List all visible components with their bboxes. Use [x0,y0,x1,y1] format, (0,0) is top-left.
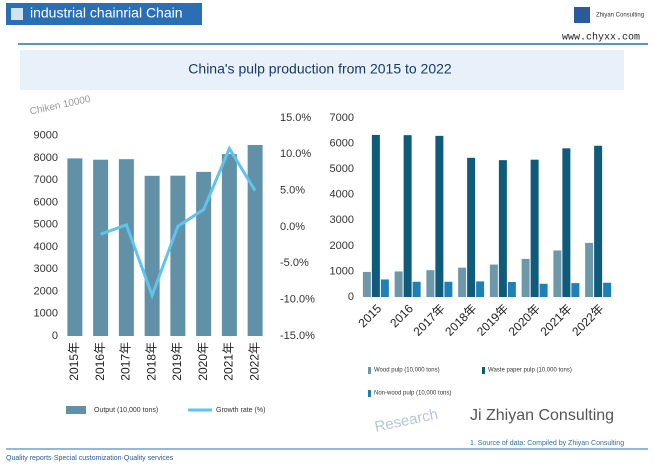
bar [403,135,412,297]
legend-label: Wood pulp (10,000 tons) [374,368,440,374]
header-title: industrial chainrial Chain [30,5,183,21]
bar [553,250,562,297]
y2-tick-label: 10.0% [280,148,311,160]
bar [585,242,594,297]
y-tick-label: 1000 [330,265,354,277]
y-tick-label: 0 [348,291,354,303]
y-tick-label: 0 [52,330,58,342]
bar [170,175,186,336]
brand: Zhiyan Consulting [596,13,644,19]
bar [458,267,467,297]
bar [444,281,453,297]
y-tick-label: 5000 [330,163,354,175]
bar [603,282,612,297]
bar [67,158,83,336]
y-tick-label: 3000 [34,263,58,275]
legend-label: Waste paper pulp (10,000 tons) [488,368,572,374]
y-tick-label: 7000 [330,112,354,124]
y-tick-label: 2000 [34,285,58,297]
header-icon [11,8,23,20]
bar [467,157,476,297]
y-tick-label: 4000 [330,189,354,201]
bar [380,279,389,297]
url: www.chyxx.com [562,32,640,44]
y2-tick-label: 5.0% [280,185,305,197]
bar [412,281,421,297]
bar [394,271,403,297]
y-tick-label: 9000 [34,130,58,142]
bar [498,160,507,297]
bar [118,159,134,336]
bar [144,175,160,336]
x-tick-label: 2020年 [196,342,210,381]
legend-swatch [66,406,86,414]
y-tick-label: 1000 [34,308,58,320]
bar [362,271,371,297]
y-tick-label: 5000 [34,219,58,231]
legend-label: Non-wood pulp (10,000 tons) [374,391,451,397]
logo [574,7,590,23]
bar [221,154,237,336]
y-tick-label: 6000 [34,196,58,208]
legend-swatch [368,367,371,374]
y-tick-label: 2000 [330,240,354,252]
bar [371,134,380,297]
title-band [20,50,624,90]
bar [507,281,516,297]
y-tick-label: 6000 [330,137,354,149]
bar [247,144,263,336]
source: 1. Source of data: Compiled by Zhiyan Co… [470,440,624,447]
bar [562,148,571,297]
legend-swatch [368,390,371,397]
y-tick-label: 4000 [34,241,58,253]
x-tick-label: 2018年 [144,342,158,381]
bar [476,281,485,297]
bar [594,145,603,297]
x-tick-label: 2017年 [119,342,133,381]
brand-large: Ji Zhiyan Consulting [470,407,614,424]
header-bar [6,3,202,25]
y2-tick-label: 0.0% [280,221,305,233]
bar [93,159,109,336]
bar [489,264,498,297]
y-tick-label: 3000 [330,214,354,226]
footer: Quality reports·Special customization·Qu… [6,455,174,462]
y2-tick-label: -15.0% [280,330,315,342]
x-tick-label: 2021年 [222,342,236,381]
legend-swatch [482,367,485,374]
legend-label: Growth rate (%) [216,407,265,414]
x-tick-label: 2022年 [247,342,261,381]
y-tick-label: 7000 [34,174,58,186]
bar [426,270,435,297]
line [100,145,257,300]
bar [530,159,539,297]
legend-label: Output (10,000 tons) [94,407,158,414]
x-tick-label: 2019年 [170,342,184,381]
bar [539,283,548,297]
y2-tick-label: -10.0% [280,294,315,306]
bar [571,283,580,297]
bar [521,258,530,297]
y2-tick-label: 15.0% [280,112,311,124]
x-tick-label: 2015年 [67,342,81,381]
y2-tick-label: -5.0% [280,257,309,269]
y-tick-label: 8000 [34,152,58,164]
chart-title: China's pulp production from 2015 to 202… [188,61,452,77]
bar [435,135,444,297]
x-tick-label: 2016年 [93,342,107,381]
